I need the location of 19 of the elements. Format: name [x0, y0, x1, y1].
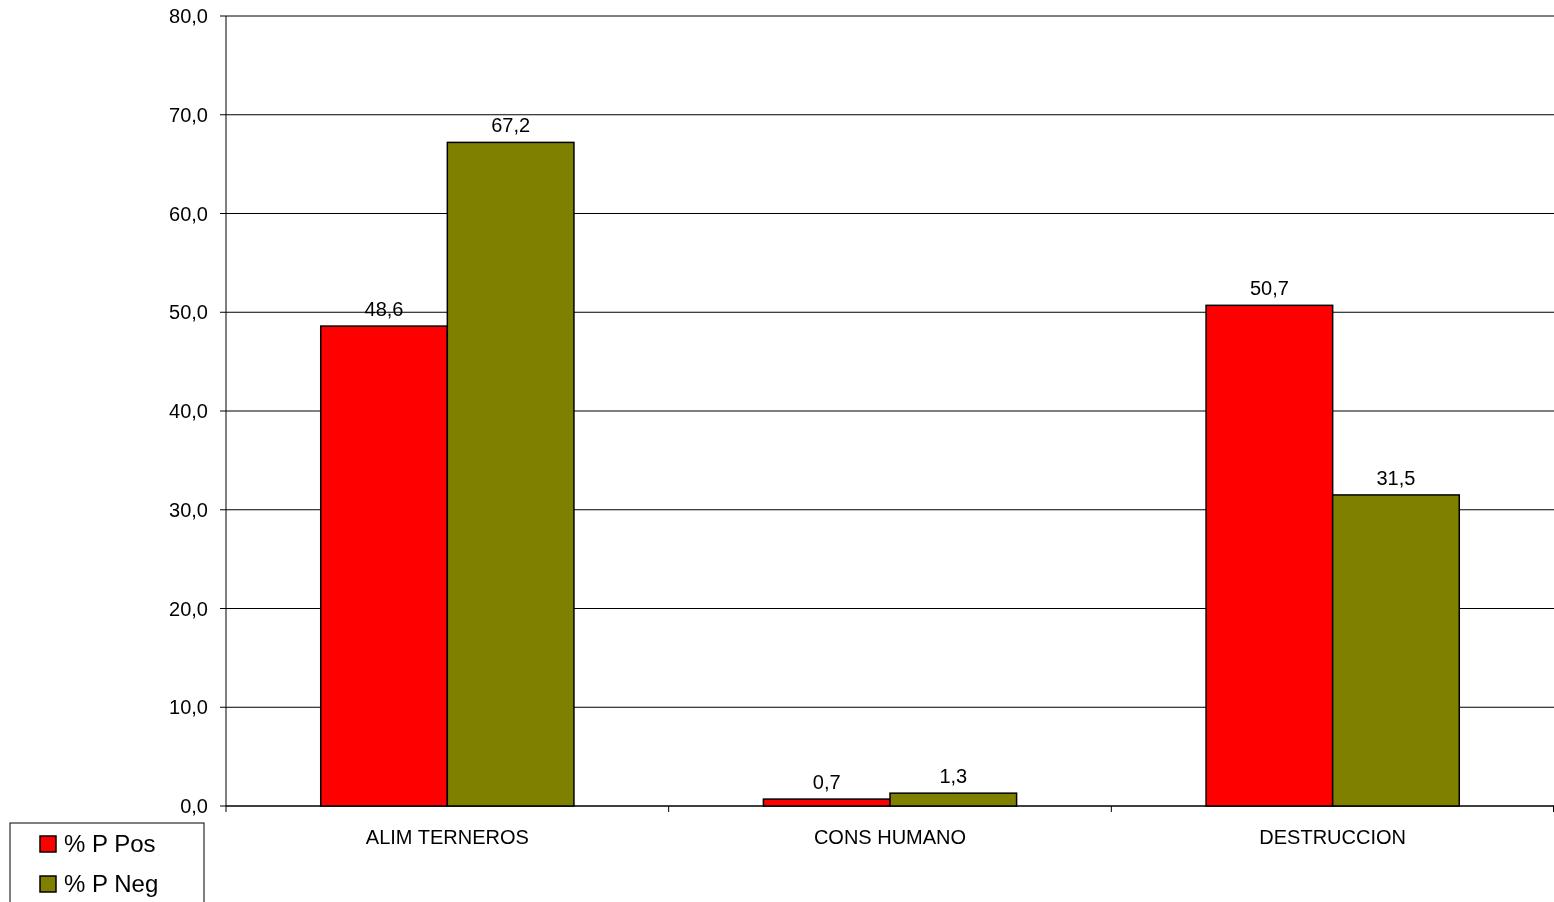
x-tick-label: ALIM TERNEROS: [365, 826, 529, 848]
data-label: 67,2: [491, 114, 531, 137]
y-tick-label: 80,0: [169, 5, 208, 27]
y-tick-label: 50,0: [169, 301, 208, 324]
x-tick-label: DESTRUCCION: [1259, 826, 1406, 848]
x-tick-label: CONS HUMANO: [813, 826, 967, 848]
data-label: 1,3: [939, 765, 968, 788]
data-label: 0,7: [812, 771, 841, 794]
y-tick-label: 40,0: [169, 400, 208, 422]
data-label: 31,5: [1376, 466, 1416, 489]
legend-label: % P Neg: [64, 870, 159, 898]
legend-label: % P Pos: [64, 830, 156, 858]
y-tick-label: 10,0: [169, 696, 208, 719]
y-tick-label: 60,0: [169, 202, 208, 225]
y-tick-label: 0,0: [180, 795, 208, 817]
y-tick-label: 20,0: [169, 597, 208, 620]
data-label: 50,7: [1249, 277, 1289, 300]
y-tick-label: 70,0: [169, 103, 208, 126]
y-tick-label: 30,0: [169, 498, 208, 521]
